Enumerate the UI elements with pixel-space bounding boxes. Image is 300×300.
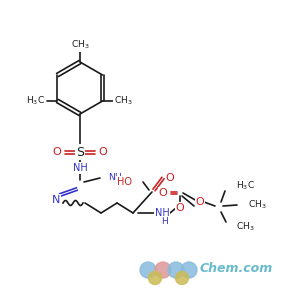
- Text: Chem.com: Chem.com: [200, 262, 273, 275]
- Text: NH: NH: [73, 163, 87, 173]
- Text: N: N: [52, 195, 60, 205]
- Text: S: S: [76, 146, 84, 158]
- Text: CH$_3$: CH$_3$: [248, 199, 267, 211]
- Text: O: O: [159, 188, 167, 198]
- Text: O: O: [166, 173, 174, 183]
- Text: O: O: [52, 147, 62, 157]
- Circle shape: [176, 272, 188, 284]
- Text: H$_3$C: H$_3$C: [236, 180, 255, 192]
- Text: O: O: [99, 147, 107, 157]
- Circle shape: [148, 272, 161, 284]
- Text: O: O: [196, 197, 204, 207]
- Text: NH: NH: [154, 208, 169, 218]
- Circle shape: [155, 262, 171, 278]
- Text: O: O: [176, 203, 184, 213]
- Text: CH$_3$: CH$_3$: [236, 221, 255, 233]
- Text: NH$_2$: NH$_2$: [108, 172, 127, 184]
- Circle shape: [140, 262, 156, 278]
- Text: H: H: [160, 217, 167, 226]
- Text: CH$_3$: CH$_3$: [71, 39, 89, 51]
- Circle shape: [168, 262, 184, 278]
- Circle shape: [181, 262, 197, 278]
- Text: CH$_3$: CH$_3$: [114, 95, 133, 107]
- Text: H$_3$C: H$_3$C: [26, 95, 45, 107]
- Text: HO: HO: [117, 177, 132, 187]
